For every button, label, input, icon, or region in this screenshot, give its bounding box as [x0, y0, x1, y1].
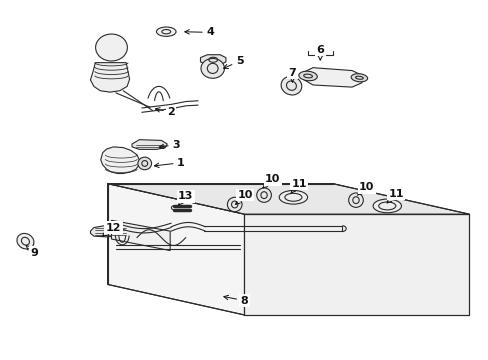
Polygon shape	[107, 184, 468, 214]
Ellipse shape	[17, 233, 34, 249]
Ellipse shape	[298, 71, 317, 81]
Text: 6: 6	[316, 45, 324, 60]
Text: 7: 7	[288, 68, 296, 82]
Ellipse shape	[372, 199, 401, 213]
Ellipse shape	[256, 188, 271, 202]
Text: 13: 13	[178, 191, 193, 205]
Text: 10: 10	[357, 182, 374, 195]
Text: 8: 8	[224, 295, 248, 306]
Polygon shape	[90, 63, 129, 92]
Ellipse shape	[96, 34, 127, 61]
Ellipse shape	[279, 190, 307, 204]
Text: 10: 10	[235, 190, 253, 204]
Polygon shape	[90, 225, 131, 237]
Text: 11: 11	[290, 179, 306, 193]
Text: 11: 11	[386, 189, 403, 203]
Polygon shape	[107, 184, 468, 248]
Text: 4: 4	[184, 27, 214, 37]
Text: 5: 5	[223, 56, 243, 68]
Text: 1: 1	[154, 158, 184, 168]
Polygon shape	[200, 55, 225, 65]
Ellipse shape	[138, 157, 151, 170]
Polygon shape	[101, 147, 139, 174]
Text: 2: 2	[155, 107, 175, 117]
Ellipse shape	[348, 193, 363, 207]
Ellipse shape	[227, 197, 242, 212]
Ellipse shape	[201, 59, 224, 78]
Text: 10: 10	[263, 174, 280, 188]
Polygon shape	[107, 184, 244, 315]
Ellipse shape	[281, 76, 301, 95]
Polygon shape	[132, 140, 167, 149]
Text: 12: 12	[102, 222, 121, 236]
Text: 3: 3	[159, 140, 180, 150]
Ellipse shape	[156, 27, 176, 36]
Ellipse shape	[350, 74, 367, 82]
Text: 9: 9	[26, 246, 38, 258]
Polygon shape	[107, 216, 244, 313]
Polygon shape	[111, 220, 170, 251]
Polygon shape	[244, 214, 468, 315]
Polygon shape	[304, 68, 362, 87]
